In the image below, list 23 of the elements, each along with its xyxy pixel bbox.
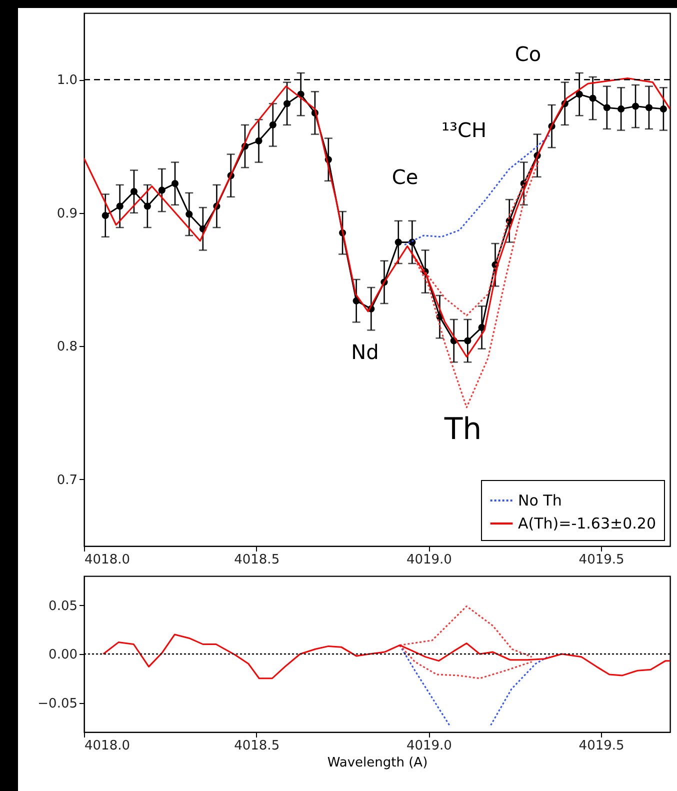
y-tick-label: 0.9: [56, 206, 78, 222]
y-tick-label: 0.05: [48, 598, 78, 614]
y-tick-label: 0.7: [56, 472, 78, 488]
y-tick-label: 1.0: [56, 73, 78, 88]
x-axis-title: Wavelength (A): [327, 756, 428, 770]
legend-label: No Th: [518, 492, 562, 510]
y-tick-label: −0.05: [38, 696, 78, 712]
annotation: Nd: [351, 340, 379, 364]
annotation: Th: [443, 412, 482, 447]
x-tick-label: 4019.0: [406, 738, 452, 754]
annotation: Ce: [392, 165, 418, 189]
legend-label: A(Th)=-1.63±0.20: [518, 514, 656, 532]
x-tick-label: 4018.5: [234, 738, 280, 754]
x-tick-label: 4018.0: [84, 738, 130, 754]
x-tick-label: 4019.5: [578, 738, 624, 754]
annotation: ¹³CH: [441, 118, 487, 142]
x-tick-label: 4018.5: [234, 552, 280, 568]
x-tick-label: 4018.0: [84, 552, 130, 568]
y-tick-label: 0.00: [48, 648, 78, 662]
annotation: Co: [514, 42, 542, 66]
x-tick-label: 4019.5: [578, 552, 624, 568]
x-tick-label: 4019.0: [406, 552, 452, 568]
y-tick-label: 0.8: [56, 340, 78, 355]
